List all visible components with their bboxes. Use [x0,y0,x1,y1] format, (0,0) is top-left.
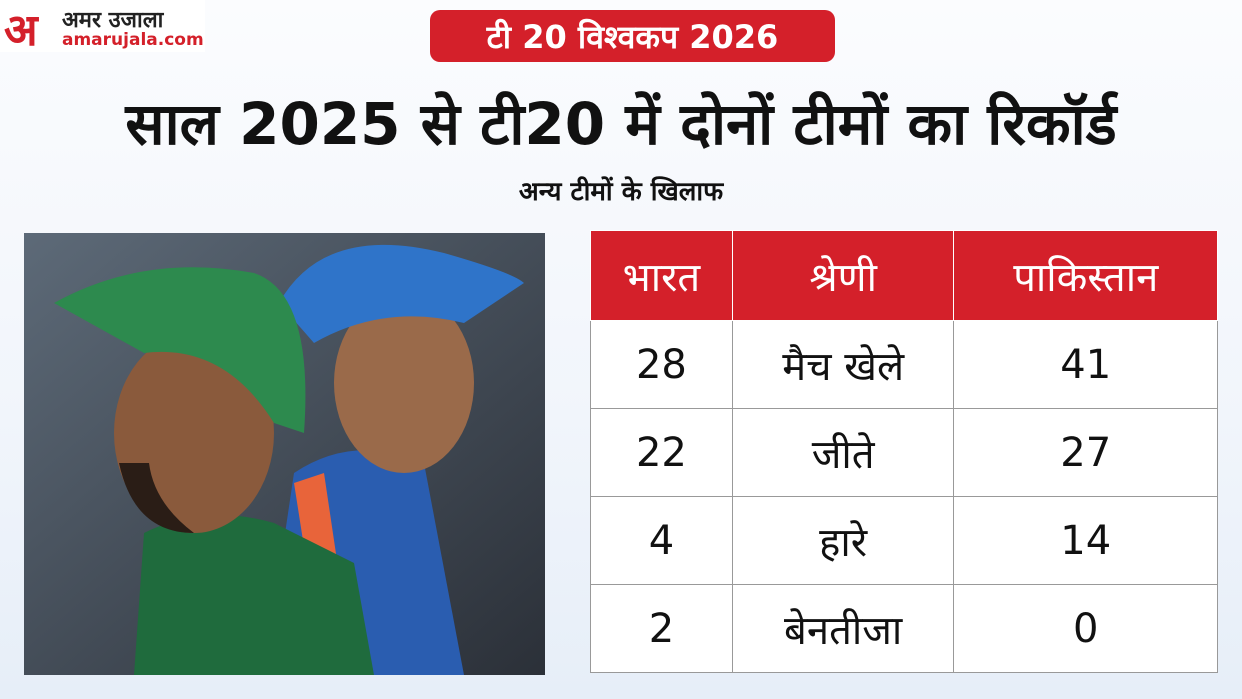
header-cell: श्रेणी [731,230,955,321]
table-cell: 4 [590,496,733,585]
title: साल 2025 से टी20 में दोनों टीमों का रिकॉ… [125,90,1117,158]
table-cell: 2 [590,584,733,673]
badge: टी 20 विश्वकप 2026 [430,10,835,62]
logo-name: अमर उजाला [62,8,164,33]
table-row: 4 हारे 14 [590,496,1218,585]
table-cell: हारे [731,496,955,585]
logo-site: amarujala.com [62,30,204,50]
table-cell: 22 [590,408,733,497]
table-cell: 14 [953,496,1218,585]
table-cell: बेनतीजा [731,584,955,673]
header-cell: पाकिस्तान [953,230,1218,321]
table-row: 28 मैच खेले 41 [590,320,1218,409]
logo-mark: अ [4,5,38,56]
stats-table: भारत श्रेणी पाकिस्तान 28 मैच खेले 41 22 जीते 27 4… [590,230,1218,673]
table-cell: 41 [953,320,1218,409]
table-row: 22 जीते 27 [590,408,1218,497]
table-cell: जीते [731,408,955,497]
table-cell: 27 [953,408,1218,497]
table-cell: 0 [953,584,1218,673]
header-cell: भारत [590,230,733,321]
table-cell: 28 [590,320,733,409]
logo: अ अमर उजाला amarujala.com [0,0,205,56]
subtitle: अन्य टीमों के खिलाफ [518,177,724,207]
table-row: 2 बेनतीजा 0 [590,584,1218,673]
header-row: भारत श्रेणी पाकिस्तान [590,230,1218,321]
table-cell: मैच खेले [731,320,955,409]
photo [24,233,545,675]
